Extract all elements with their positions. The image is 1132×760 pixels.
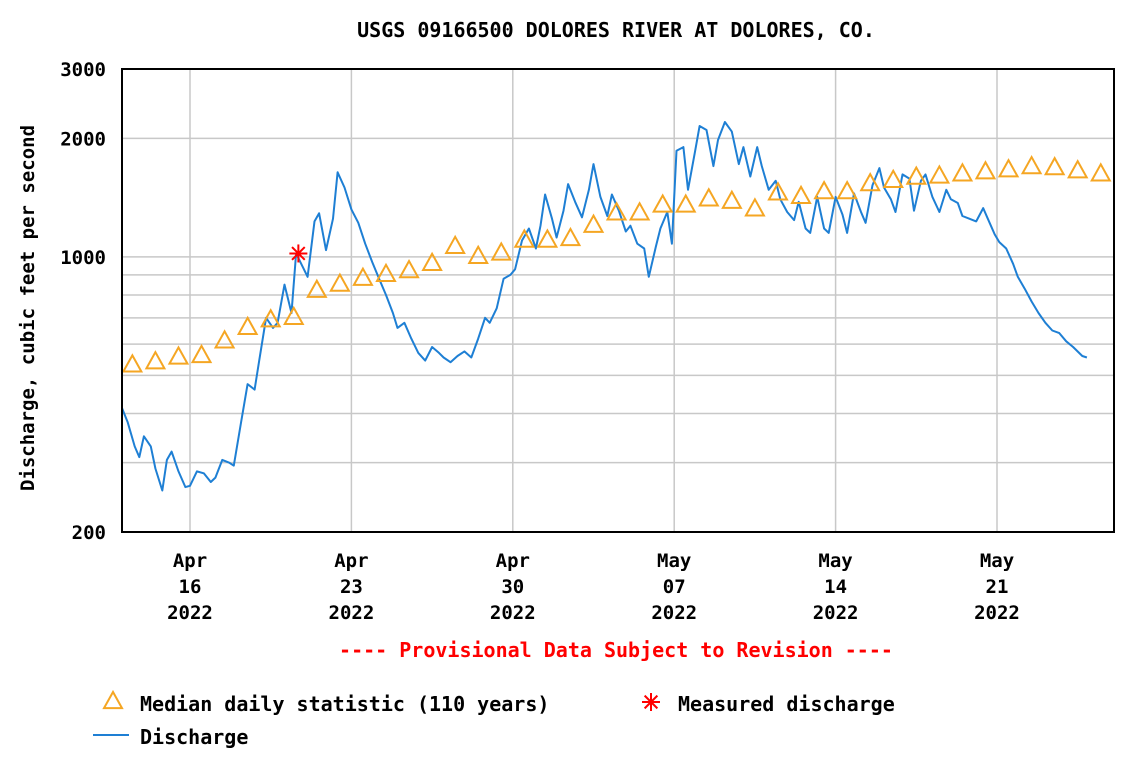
- asterisk-stroke: [291, 246, 306, 261]
- median-marker: [744, 197, 766, 217]
- chart-title: USGS 09166500 DOLORES RIVER AT DOLORES, …: [357, 18, 875, 42]
- median-marker: [882, 168, 904, 188]
- median-marker: [444, 234, 466, 255]
- x-tick-label: Apr: [173, 550, 207, 572]
- median-marker: [122, 353, 144, 373]
- legend-asterisk-icon: [642, 693, 660, 711]
- median-marker: [559, 226, 582, 247]
- discharge-line: [122, 121, 1088, 492]
- median-marker: [859, 172, 881, 192]
- median-marker: [951, 162, 974, 182]
- x-tick-label: May: [657, 550, 691, 572]
- x-tick-labels: Apr 16 2022 Apr 23 2022 Apr 30 2022 May 07 2022 May 1…: [167, 550, 1020, 624]
- median-marker: [490, 241, 512, 261]
- x-tick-label: 2022: [974, 602, 1020, 624]
- x-tick-label: 23: [340, 576, 363, 598]
- median-marker: [605, 201, 628, 221]
- median-marker: [997, 158, 1020, 178]
- y-axis-label: Discharge, cubic feet per second: [17, 125, 39, 491]
- x-tick-label: 16: [179, 576, 202, 598]
- median-marker: [1067, 159, 1089, 179]
- median-marker: [260, 308, 282, 328]
- median-marker: [651, 193, 674, 213]
- y-tick-label: 3000: [60, 59, 106, 81]
- median-marker: [144, 350, 167, 370]
- median-marker: [721, 189, 743, 209]
- median-marker: [1043, 156, 1066, 176]
- x-tick-label: May: [980, 550, 1014, 572]
- median-marker: [167, 345, 190, 365]
- median-marker: [513, 228, 536, 248]
- x-tick-label: 2022: [329, 602, 375, 624]
- provisional-notice: ---- Provisional Data Subject to Revisio…: [339, 638, 893, 662]
- median-marker: [698, 187, 720, 207]
- x-tick-label: 2022: [651, 602, 697, 624]
- median-marker: [536, 228, 559, 248]
- legend-label: Median daily statistic (110 years): [140, 692, 549, 716]
- median-marker: [213, 329, 236, 349]
- x-tick-label: 14: [824, 576, 847, 598]
- median-marker: [905, 165, 927, 185]
- series-layer: [122, 121, 1114, 492]
- median-marker: [628, 201, 651, 221]
- x-tick-label: Apr: [496, 550, 530, 572]
- x-tick-label: 2022: [813, 602, 859, 624]
- x-tick-label: 30: [501, 576, 524, 598]
- x-tick-label: Apr: [334, 550, 368, 572]
- median-marker: [928, 164, 951, 184]
- median-marker: [1020, 155, 1043, 175]
- median-marker: [421, 251, 443, 271]
- median-marker: [190, 343, 213, 364]
- median-marker: [329, 272, 351, 292]
- y-tick-label: 1000: [60, 247, 106, 269]
- median-marker: [375, 262, 397, 283]
- median-marker: [836, 180, 858, 200]
- x-tick-label: 07: [663, 576, 686, 598]
- legend-triangle-icon: [102, 689, 124, 710]
- median-marker: [467, 244, 489, 264]
- median-marker: [306, 278, 328, 298]
- x-tick-label: 2022: [490, 602, 536, 624]
- median-marker: [582, 213, 605, 233]
- y-tick-labels: 3000 2000 1000 200: [60, 59, 106, 544]
- legend: Median daily statistic (110 years) Measur…: [93, 689, 895, 749]
- x-tick-label: 21: [986, 576, 1009, 598]
- median-marker: [1090, 162, 1112, 182]
- median-marker: [767, 181, 789, 201]
- asterisk-stroke: [643, 694, 659, 710]
- y-tick-label: 200: [72, 522, 106, 544]
- median-marker: [675, 193, 697, 213]
- median-marker: [790, 184, 812, 205]
- median-marker: [813, 180, 835, 200]
- median-marker: [283, 305, 305, 325]
- measured-marker: [289, 244, 308, 263]
- legend-label: Measured discharge: [678, 692, 895, 716]
- grid: [122, 69, 1114, 532]
- x-tick-label: 2022: [167, 602, 213, 624]
- x-tick-label: May: [818, 550, 852, 572]
- y-tick-label: 2000: [60, 128, 106, 150]
- median-marker: [1113, 184, 1114, 186]
- plot-frame: [121, 68, 1115, 533]
- median-marker: [398, 258, 420, 279]
- median-marker: [974, 160, 997, 180]
- median-marker: [352, 266, 374, 286]
- legend-label: Discharge: [140, 725, 248, 749]
- median-marker: [236, 315, 259, 336]
